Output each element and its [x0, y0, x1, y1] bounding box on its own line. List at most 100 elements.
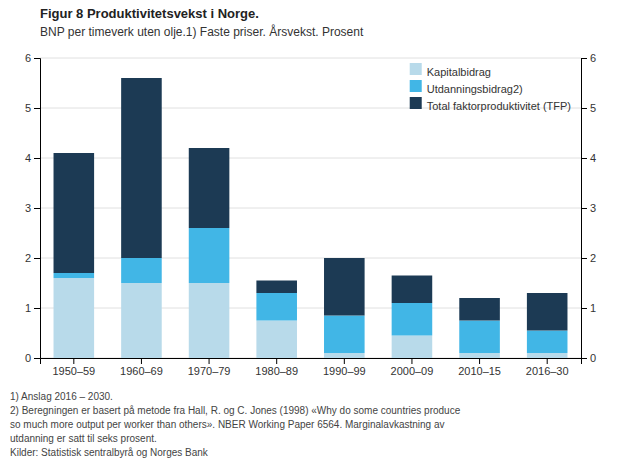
tick-label: 1960–69: [120, 365, 163, 377]
tick-mark: [141, 358, 142, 364]
tick: 3: [581, 202, 596, 214]
bar: [392, 276, 433, 304]
bar: [527, 293, 568, 331]
tick-mark: [344, 358, 345, 364]
series: [54, 278, 568, 358]
tick-label: 5: [25, 102, 31, 114]
bar: [324, 316, 365, 354]
tick-label: 1990–99: [323, 365, 366, 377]
tick: 6: [581, 52, 596, 64]
bar: [189, 148, 230, 228]
bar: [527, 331, 568, 354]
legend-label: Total faktorproduktivitet (TFP): [427, 100, 571, 112]
bar: [189, 283, 230, 358]
title: Figur 8 Produktivitetsvekst i Norge.: [40, 6, 259, 21]
tick: 6: [25, 52, 40, 64]
bar: [392, 303, 433, 336]
footnote: utdanning er satt til seks prosent.: [10, 433, 157, 444]
bar: [324, 353, 365, 358]
tick-label: 2000–09: [391, 365, 434, 377]
tick: 3: [25, 202, 40, 214]
subtitle: BNP per timeverk uten olje.1) Faste pris…: [40, 24, 364, 39]
tick-label: 1: [590, 302, 596, 314]
tick-label: 2: [25, 252, 31, 264]
tick-label: 2010–15: [458, 365, 501, 377]
bar: [324, 258, 365, 316]
legend: KapitalbidragUtdanningsbidrag2)Total fak…: [410, 63, 571, 112]
tick-mark: [209, 358, 210, 364]
tick: 0: [581, 352, 596, 364]
tick-mark: [34, 58, 40, 59]
tick: 1960–69: [120, 358, 163, 377]
footnote: so much more output per worker than othe…: [10, 419, 444, 430]
bar: [189, 228, 230, 283]
footnote: Kilder: Statistisk sentralbyrå og Norges…: [10, 447, 209, 458]
tick-label: 6: [25, 52, 31, 64]
axis-line: [582, 59, 588, 359]
bar: [256, 281, 297, 294]
bar: [121, 258, 162, 283]
tick: 1: [25, 302, 40, 314]
tick-mark: [581, 208, 587, 209]
tick-mark: [547, 358, 548, 364]
tick-mark: [581, 258, 587, 259]
bar: [256, 321, 297, 359]
tick-mark: [34, 108, 40, 109]
tick-label: 0: [25, 352, 31, 364]
tick-mark: [34, 158, 40, 159]
series: [54, 78, 568, 331]
bar: [121, 283, 162, 358]
tick-label: 2016–30: [526, 365, 569, 377]
tick-label: 4: [590, 152, 596, 164]
bar: [54, 153, 95, 273]
tick-mark: [479, 358, 480, 364]
tick-mark: [34, 358, 40, 359]
bar: [459, 353, 500, 358]
tick-label: 1: [25, 302, 31, 314]
tick-mark: [581, 108, 587, 109]
tick-mark: [276, 358, 277, 364]
tick-mark: [73, 358, 74, 364]
tick-mark: [581, 358, 587, 359]
legend-swatch: [410, 97, 422, 109]
axis: 0 1 2 3 4 5 6: [581, 52, 596, 364]
axis: 0 1 2 3 4 5 6: [25, 52, 41, 364]
legend-item: Total faktorproduktivitet (TFP): [410, 97, 571, 112]
tick-label: 6: [590, 52, 596, 64]
axis-line: [41, 359, 582, 365]
tick-label: 2: [590, 252, 596, 264]
chart: Figur 8 Produktivitetsvekst i Norge. BNP …: [0, 0, 621, 473]
tick-mark: [411, 358, 412, 364]
plot: 1950–59 1960–69 1970–79 1980–89 1990–99 2000–…: [25, 52, 596, 377]
tick-label: 1980–89: [255, 365, 298, 377]
tick-label: 0: [590, 352, 596, 364]
tick: 2: [581, 252, 596, 264]
tick-mark: [581, 158, 587, 159]
footnote: 1) Anslag 2016 – 2030.: [10, 391, 113, 402]
tick-label: 3: [25, 202, 31, 214]
bar: [459, 321, 500, 354]
grid-line: [40, 58, 581, 59]
bar: [121, 78, 162, 258]
tick-mark: [581, 308, 587, 309]
axis-line: [34, 59, 41, 359]
tick: 0: [25, 352, 40, 364]
bar: [459, 298, 500, 321]
tick: 4: [25, 152, 40, 164]
tick: 1970–79: [188, 358, 231, 377]
tick: 4: [581, 152, 596, 164]
tick: 2010–15: [458, 358, 501, 377]
tick-label: 1950–59: [52, 365, 95, 377]
tick: 2000–09: [391, 358, 434, 377]
legend-item: Kapitalbidrag: [410, 63, 491, 78]
tick-label: 4: [25, 152, 31, 164]
tick: 5: [25, 102, 40, 114]
bar: [527, 353, 568, 358]
tick-label: 3: [590, 202, 596, 214]
legend-swatch: [410, 80, 422, 92]
tick-label: 5: [590, 102, 596, 114]
legend-label: Kapitalbidrag: [427, 66, 491, 78]
tick-mark: [581, 58, 587, 59]
tick: 2016–30: [526, 358, 569, 377]
tick: 5: [581, 102, 596, 114]
